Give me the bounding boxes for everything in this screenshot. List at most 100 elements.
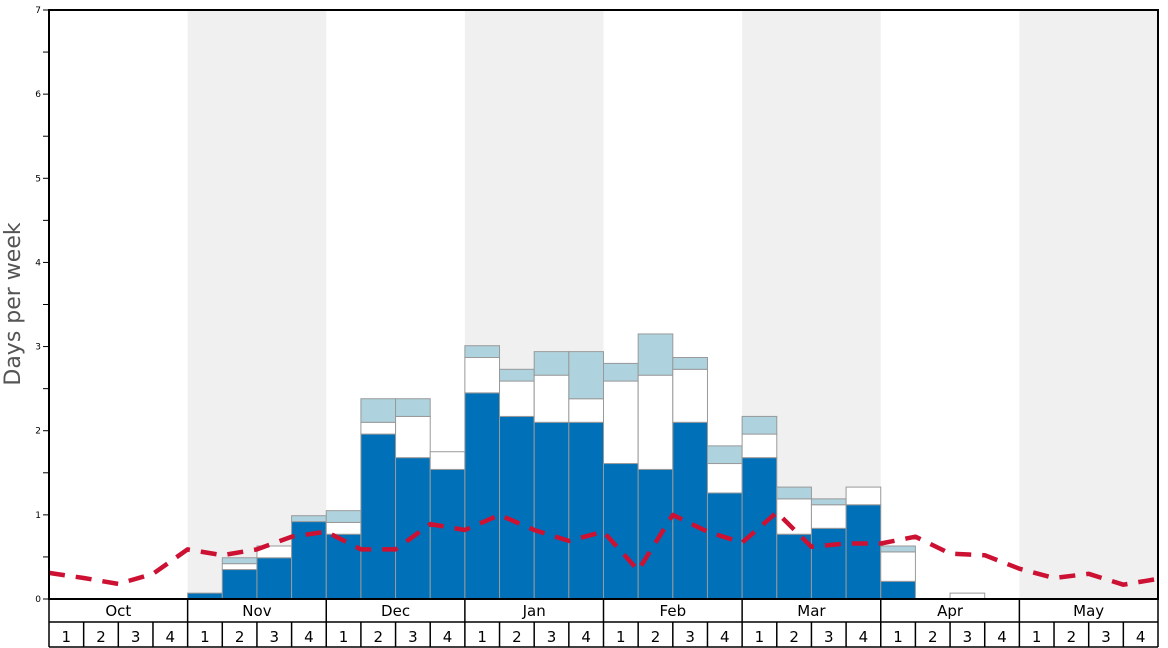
bar-light-week-9 [325,510,362,523]
week-label: 2 [235,628,245,646]
y-tick-label: 6 [35,90,41,100]
week-label: 3 [269,628,279,646]
bar-white-week-21 [741,433,778,459]
bar-dark-week-9 [325,533,362,600]
month-shade-nov [187,10,327,599]
month-label-nov: Nov [242,602,271,620]
week-label: 3 [685,628,695,646]
bar-dark-week-24 [845,504,882,600]
bar-white-week-11 [395,415,431,459]
bar-white-week-25 [880,551,916,582]
bar-white-week-18 [637,374,674,470]
bar-light-week-19 [672,357,708,370]
bar-light-week-25 [880,545,916,553]
bar-white-week-24 [845,486,882,506]
week-label: 1 [616,628,626,646]
week-label: 3 [131,628,141,646]
y-tick-label: 5 [35,174,41,184]
y-tick-label: 0 [35,595,41,605]
month-label-mar: Mar [797,602,826,620]
month-label-may: May [1073,602,1104,620]
month-label-jan: Jan [522,602,546,620]
month-shading [187,10,1158,599]
week-label: 1 [1032,628,1042,646]
bar-white-week-20 [706,463,743,494]
bar-light-week-23 [810,498,847,506]
week-label: 4 [1136,628,1146,646]
week-label: 2 [512,628,522,646]
bar-white-week-6 [221,563,258,571]
bar-light-week-6 [221,557,258,565]
bar-light-week-11 [395,398,431,417]
month-label-feb: Feb [660,602,687,620]
bar-dark-week-17 [603,463,639,600]
bar-dark-week-15 [533,421,570,600]
bar-dark-week-21 [741,457,778,600]
bar-light-week-13 [464,345,501,359]
bar-white-week-17 [603,380,639,465]
bar-white-week-13 [464,357,501,394]
y-tick-label: 2 [35,427,41,437]
week-label: 1 [339,628,349,646]
week-label: 3 [824,628,834,646]
bar-white-week-15 [533,374,570,423]
x-axis: Oct 1 2 3 4 Nov 1 2 3 4 Dec 1 2 3 4 Jan 1 2 3 4 Feb 1 2 3 4 Mar 1 2… [48,599,1159,648]
bar-dark-week-25 [880,580,916,600]
bar-white-week-14 [499,380,535,417]
week-label: 2 [373,628,383,646]
month-label-apr: Apr [937,602,964,620]
bar-dark-week-12 [429,468,466,600]
week-label: 2 [789,628,799,646]
y-tick-label: 3 [35,343,41,353]
bar-white-week-16 [568,398,604,423]
bar-white-week-12 [429,451,466,470]
bar-dark-week-6 [221,569,258,600]
bar-light-week-10 [360,398,397,423]
bar-light-week-15 [533,351,570,376]
week-label: 1 [62,628,72,646]
week-label: 4 [859,628,869,646]
bar-dark-week-20 [706,492,743,600]
bar-dark-week-16 [568,421,604,600]
bar-light-week-18 [637,333,674,376]
bar-dark-week-11 [395,457,431,600]
bar-dark-week-23 [810,527,847,600]
week-label: 2 [96,628,106,646]
week-label: 3 [963,628,973,646]
month-shade-may [1019,10,1158,599]
week-label: 2 [928,628,938,646]
month-label-oct: Oct [105,602,131,620]
week-label: 1 [200,628,210,646]
week-label: 4 [997,628,1007,646]
week-label: 3 [1101,628,1111,646]
bar-white-week-19 [672,368,708,423]
week-label: 3 [547,628,557,646]
bar-light-week-20 [706,445,743,465]
week-label: 4 [166,628,176,646]
week-label: 1 [755,628,765,646]
bar-light-week-8 [291,515,327,523]
week-label: 4 [581,628,591,646]
bar-light-week-17 [603,362,639,382]
week-label: 4 [443,628,453,646]
week-label: 4 [720,628,730,646]
bar-dark-week-7 [256,557,293,600]
bar-white-week-10 [360,421,397,435]
bar-dark-week-14 [499,415,535,600]
bar-light-week-21 [741,415,778,435]
bar-light-week-22 [776,486,812,500]
y-tick-label: 7 [35,6,41,16]
bar-white-week-9 [325,521,362,535]
bar-dark-week-10 [360,433,397,600]
bar-dark-week-18 [637,468,674,600]
bar-light-week-14 [499,368,535,382]
week-label: 1 [477,628,487,646]
average-line-series [48,510,1159,587]
bar-dark-week-19 [672,421,708,600]
bar-light-week-16 [568,351,604,400]
bar-dark-week-13 [464,392,501,600]
week-label: 2 [1067,628,1077,646]
y-tick-label: 1 [35,511,41,521]
week-label: 1 [893,628,903,646]
